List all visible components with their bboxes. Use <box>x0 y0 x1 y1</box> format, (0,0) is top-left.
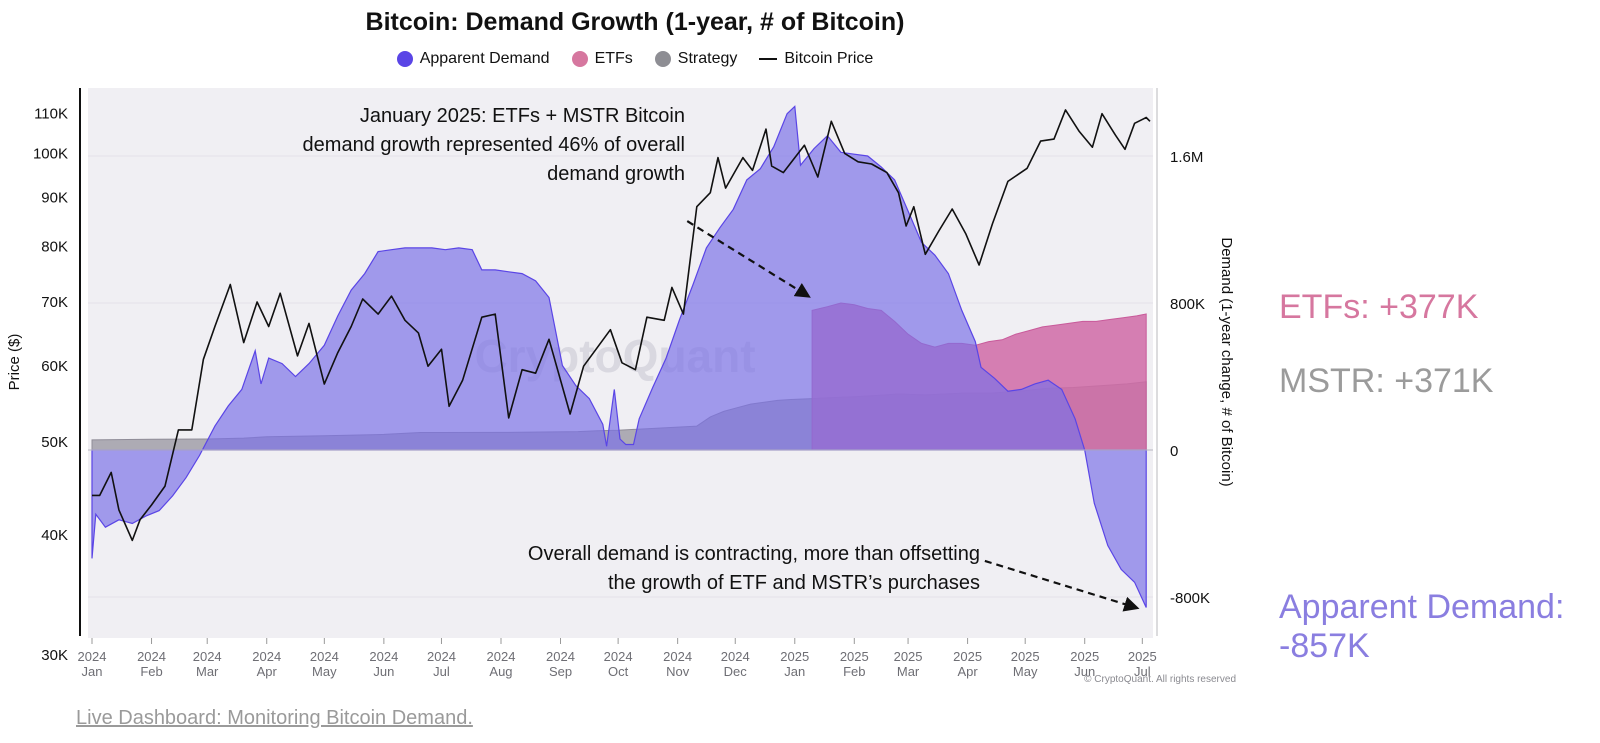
apparent-demand-callout: Apparent Demand: -857K <box>1279 588 1565 665</box>
x-tick-month: Aug <box>489 664 512 679</box>
live-dashboard-link[interactable]: Live Dashboard: Monitoring Bitcoin Deman… <box>76 707 473 729</box>
chart-legend: Apparent Demand ETFs Strategy Bitcoin Price <box>0 50 1270 68</box>
x-tick-month: Feb <box>843 664 865 679</box>
x-tick-month: Nov <box>666 664 690 679</box>
right-axis-title: Demand (1-year change, # of Bitcoin) <box>1218 237 1235 486</box>
x-tick-year: 2024 <box>427 649 456 664</box>
right-tick-label: 800K <box>1170 296 1205 313</box>
x-tick-year: 2025 <box>840 649 869 664</box>
legend-item-strategy[interactable]: Strategy <box>654 50 738 68</box>
left-tick-label: 90K <box>41 189 68 206</box>
x-tick-month: Sep <box>549 664 572 679</box>
x-tick-month: Jul <box>1134 664 1151 679</box>
legend-item-etfs[interactable]: ETFs <box>571 50 633 68</box>
x-tick-month: Mar <box>897 664 920 679</box>
right-tick-label: -800K <box>1170 590 1210 607</box>
mstr-callout: MSTR: +371K <box>1279 362 1494 400</box>
x-tick-year: 2024 <box>193 649 222 664</box>
series-area-apparent-demand <box>91 105 1147 608</box>
left-tick-label: 100K <box>33 145 68 162</box>
annotation-text-line: demand growth <box>547 163 685 185</box>
x-tick-month: Jun <box>1074 664 1095 679</box>
legend-label: Strategy <box>677 50 738 67</box>
x-tick-year: 2024 <box>137 649 166 664</box>
x-tick-month: Dec <box>724 664 748 679</box>
legend-label: Apparent Demand <box>419 50 550 67</box>
x-tick-year: 2024 <box>487 649 516 664</box>
x-tick-year: 2024 <box>663 649 692 664</box>
x-tick-year: 2025 <box>1128 649 1157 664</box>
x-tick-year: 2025 <box>894 649 923 664</box>
annotation-text-line: the growth of ETF and MSTR’s purchases <box>608 572 980 594</box>
x-tick-year: 2024 <box>252 649 281 664</box>
x-tick-year: 2024 <box>721 649 750 664</box>
chart-title: Bitcoin: Demand Growth (1-year, # of Bit… <box>365 8 905 36</box>
x-tick-month: Jun <box>373 664 394 679</box>
x-tick-month: May <box>312 664 337 679</box>
right-tick-label: 1.6M <box>1170 149 1203 166</box>
x-tick-month: Apr <box>257 664 278 679</box>
x-tick-year: 2024 <box>310 649 339 664</box>
legend-item-bitcoin-price[interactable]: Bitcoin Price <box>759 50 873 68</box>
left-tick-label: 30K <box>41 647 68 664</box>
x-tick-month: Mar <box>196 664 219 679</box>
legend-dot-marker <box>654 51 671 67</box>
x-tick-year: 2025 <box>953 649 982 664</box>
legend-label: Bitcoin Price <box>784 50 874 67</box>
series-line-bitcoin-price <box>92 109 1151 542</box>
right-tick-label: 0 <box>1170 443 1178 460</box>
left-tick-label: 110K <box>34 106 68 123</box>
legend-label: ETFs <box>594 50 633 67</box>
left-tick-label: 60K <box>41 358 68 375</box>
x-tick-year: 2024 <box>546 649 575 664</box>
legend-dot-marker <box>571 51 588 67</box>
x-tick-year: 2025 <box>780 649 809 664</box>
x-tick-month: Jan <box>784 664 805 679</box>
left-tick-label: 40K <box>41 527 68 544</box>
left-tick-label: 80K <box>41 238 68 255</box>
etf-callout: ETFs: +377K <box>1279 288 1479 326</box>
x-tick-month: Apr <box>957 664 978 679</box>
copyright-text: © CryptoQuant. All rights reserved <box>1084 674 1236 685</box>
x-tick-month: Oct <box>608 664 629 679</box>
annotation-text-line: Overall demand is contracting, more than… <box>528 543 980 565</box>
x-tick-month: Jan <box>82 664 103 679</box>
left-axis-title: Price ($) <box>6 334 23 391</box>
x-tick-year: 2024 <box>78 649 107 664</box>
x-tick-month: Jul <box>433 664 450 679</box>
x-tick-month: Feb <box>140 664 162 679</box>
left-tick-label: 70K <box>41 294 68 311</box>
legend-dot-marker <box>396 51 413 67</box>
x-tick-year: 2024 <box>604 649 633 664</box>
x-tick-year: 2024 <box>369 649 398 664</box>
annotation-text-line: demand growth represented 46% of overall <box>303 134 685 156</box>
annotation-arrow <box>984 559 1140 612</box>
annotation-text-line: January 2025: ETFs + MSTR Bitcoin <box>360 105 685 127</box>
legend-item-apparent-demand[interactable]: Apparent Demand <box>396 50 550 68</box>
left-tick-label: 50K <box>41 434 68 451</box>
x-tick-year: 2025 <box>1011 649 1040 664</box>
x-tick-month: May <box>1013 664 1038 679</box>
legend-line-marker <box>759 58 778 60</box>
x-tick-year: 2025 <box>1070 649 1099 664</box>
